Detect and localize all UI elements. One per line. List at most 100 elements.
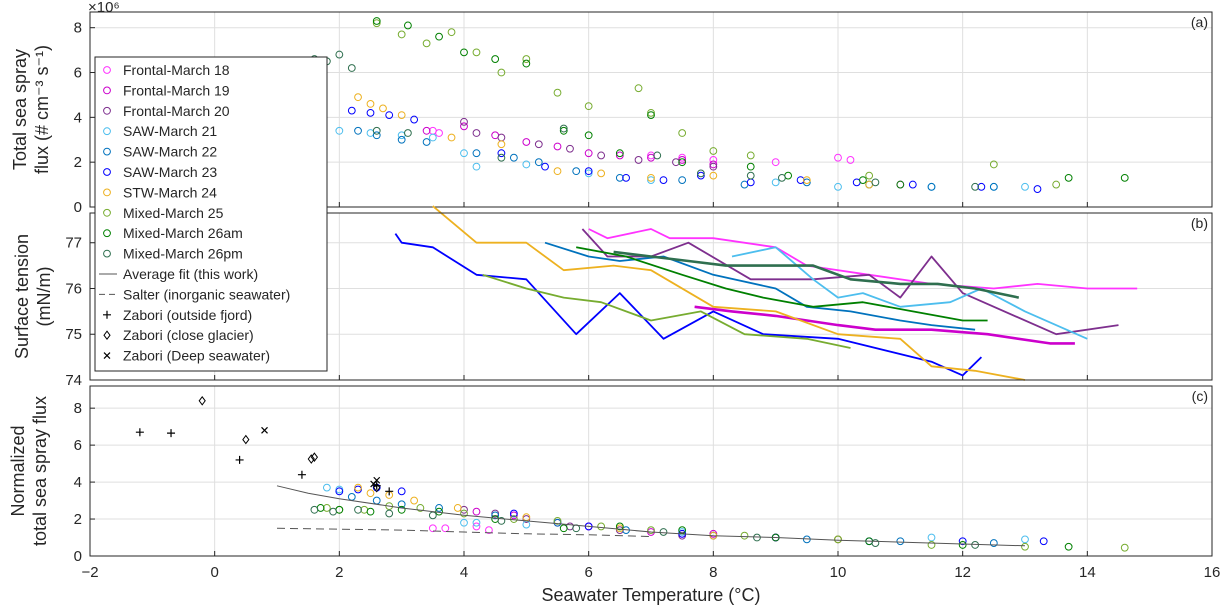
data-point	[322, 504, 331, 512]
data-point	[472, 518, 481, 527]
data-point	[472, 48, 481, 57]
data-point	[584, 149, 593, 158]
data-point	[435, 129, 443, 137]
data-point	[678, 176, 687, 185]
legend-swatch	[103, 188, 111, 197]
data-point	[366, 507, 375, 516]
data-point	[261, 426, 268, 434]
data-point	[553, 142, 562, 151]
data-point	[235, 455, 244, 464]
x-tick-label: 6	[584, 564, 592, 581]
data-point	[372, 17, 381, 25]
x-tick-label: 4	[460, 564, 468, 581]
x-tick-label: −2	[81, 564, 98, 581]
data-point	[491, 511, 500, 520]
legend-box	[94, 56, 328, 372]
data-point	[372, 19, 381, 28]
data-point	[615, 522, 624, 531]
data-point	[522, 55, 531, 63]
series-line	[544, 241, 976, 331]
panel-label: (b)	[1191, 215, 1208, 231]
data-point	[559, 524, 568, 533]
data-point	[354, 93, 362, 102]
data-point	[472, 507, 481, 516]
data-point	[778, 173, 786, 182]
data-point	[672, 158, 680, 167]
data-point	[1064, 542, 1073, 551]
series-mixed-march-25	[482, 273, 851, 349]
data-point	[871, 539, 880, 547]
data-point	[989, 182, 998, 191]
y-tick-label: 77	[65, 235, 82, 252]
data-point	[647, 111, 655, 120]
series-frontal-march-20	[460, 117, 718, 171]
axes-frame	[89, 11, 1213, 208]
data-point	[834, 182, 842, 191]
legend-entry: SAW-March 23	[103, 164, 217, 180]
data-point	[678, 129, 687, 137]
data-point	[846, 156, 855, 164]
data-point	[460, 149, 468, 158]
data-point	[541, 162, 549, 171]
data-point	[740, 531, 749, 540]
axes-frame	[89, 212, 1213, 381]
series-line	[613, 250, 1020, 299]
legend-swatch	[103, 127, 111, 136]
data-point	[397, 111, 406, 120]
data-point	[1033, 185, 1042, 193]
data-point	[297, 470, 306, 479]
data-point	[397, 30, 406, 39]
data-point	[422, 138, 431, 146]
data-point	[908, 180, 917, 189]
data-point	[447, 28, 456, 37]
data-point	[834, 153, 842, 162]
data-point	[771, 158, 780, 167]
data-point	[460, 509, 468, 518]
data-point	[927, 541, 936, 549]
data-point	[1039, 537, 1048, 546]
legend-entry: Salter (inorganic seawater)	[99, 286, 290, 302]
data-point	[696, 169, 705, 178]
data-point	[322, 483, 331, 492]
series-stw-march-24	[354, 93, 874, 189]
data-point	[647, 173, 655, 182]
data-point	[428, 524, 437, 533]
data-point	[497, 68, 506, 77]
data-point	[310, 505, 319, 514]
data-point	[329, 507, 338, 516]
data-point	[354, 505, 362, 514]
data-point	[647, 151, 655, 160]
legend-swatch	[103, 168, 111, 176]
data-point	[472, 522, 481, 531]
data-point	[453, 504, 462, 512]
legend-entry: Zabori (close glacier)	[103, 327, 254, 343]
x-axis-label: Seawater Temperature (°C)	[542, 585, 761, 605]
legend-swatch	[103, 106, 111, 115]
data-point	[1021, 535, 1029, 544]
data-point	[347, 106, 356, 115]
series-line	[482, 273, 851, 349]
data-point	[370, 480, 378, 488]
data-point	[416, 504, 425, 512]
legend-swatch	[103, 147, 111, 156]
plot-area	[90, 386, 1212, 556]
series-line	[694, 305, 1075, 345]
data-point	[460, 122, 468, 131]
data-point	[366, 99, 375, 108]
data-point	[709, 171, 718, 180]
data-point	[335, 126, 344, 135]
data-point	[242, 434, 250, 445]
x-tick-label: 16	[1204, 564, 1221, 581]
legend-label: SAW-March 21	[123, 123, 217, 139]
legend-swatch	[103, 86, 111, 95]
y-tick-label: 0	[74, 199, 82, 216]
data-point	[1120, 173, 1129, 182]
data-point	[615, 173, 624, 182]
data-point	[428, 133, 437, 142]
legend-swatch	[103, 229, 111, 238]
data-point	[647, 526, 655, 535]
data-point	[634, 84, 643, 93]
data-point	[372, 131, 381, 140]
y-axis-label: Total sea spray flux (# cm⁻³ s⁻¹)	[10, 45, 52, 174]
data-point	[659, 176, 668, 185]
